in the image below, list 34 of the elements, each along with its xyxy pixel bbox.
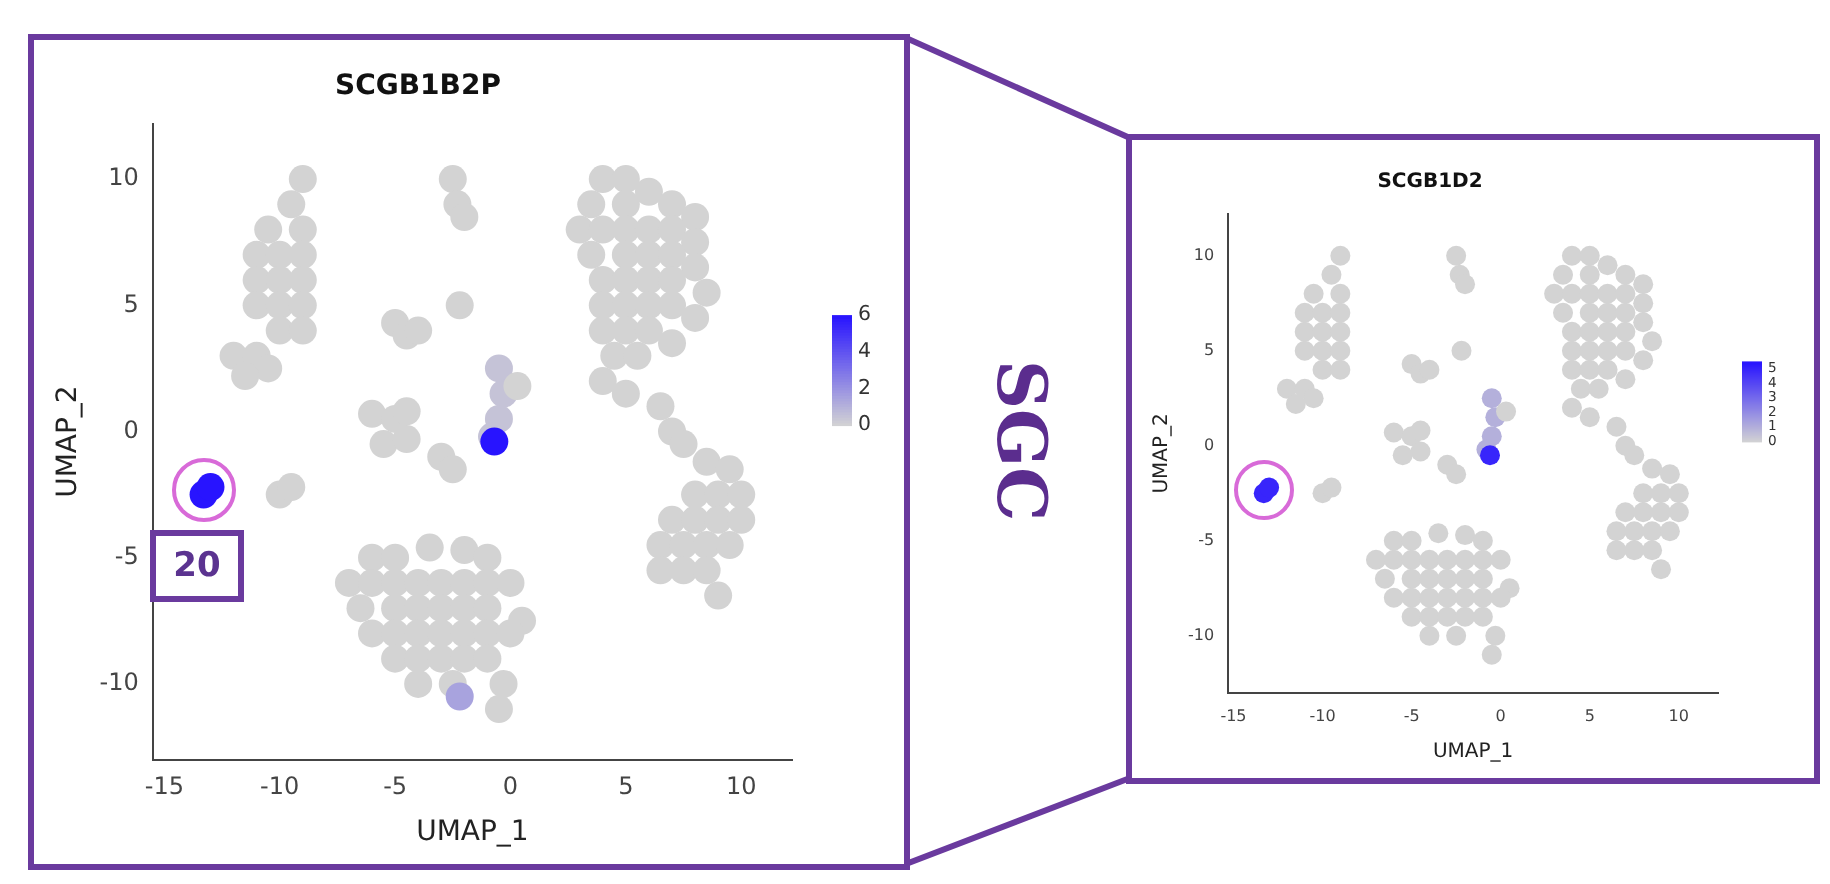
- chart-title: SCGB1D2: [1377, 171, 1483, 194]
- x-tick-label: 5: [618, 772, 634, 801]
- y-tick-label: 0: [1203, 435, 1215, 454]
- y-tick-label: 0: [123, 415, 139, 444]
- x-tick-label: -15: [144, 772, 184, 801]
- color-bar-label: 4: [858, 341, 871, 364]
- y-tick-label: 10: [108, 163, 139, 192]
- x-tick-label: 0: [1495, 706, 1506, 725]
- color-bar-label: 2: [858, 377, 871, 400]
- annotation: 20: [150, 530, 244, 602]
- x-tick-label: -10: [1309, 706, 1336, 725]
- y-tick-label: -5: [114, 541, 139, 570]
- y-tick-label: -10: [99, 668, 139, 697]
- color-bar-label: 6: [858, 304, 871, 327]
- y-axis-title: UMAP_2: [52, 385, 85, 498]
- x-tick-label: -10: [260, 772, 300, 801]
- chart-title: SCGB1B2P: [335, 70, 501, 103]
- y-axis-title: UMAP_2: [1151, 413, 1174, 494]
- x-axis-title: UMAP_1: [1432, 741, 1514, 764]
- x-tick-label: -5: [1403, 706, 1420, 725]
- x-tick-label: 10: [725, 772, 757, 801]
- y-tick-label: 5: [123, 289, 139, 318]
- color-bar-label: 0: [858, 414, 871, 437]
- x-tick-label: 10: [1668, 706, 1689, 725]
- x-tick-label: -15: [1220, 706, 1247, 725]
- x-tick-label: 0: [502, 772, 519, 801]
- y-tick-label: 10: [1193, 245, 1215, 264]
- y-tick-label: -5: [1198, 530, 1215, 549]
- y-tick-label: -10: [1187, 625, 1215, 644]
- x-tick-label: -5: [383, 772, 408, 801]
- x-axis-title: UMAP_1: [416, 816, 529, 849]
- y-tick-label: 5: [1203, 340, 1215, 359]
- x-tick-label: 5: [1584, 706, 1595, 725]
- text: SGC: [980, 360, 1060, 522]
